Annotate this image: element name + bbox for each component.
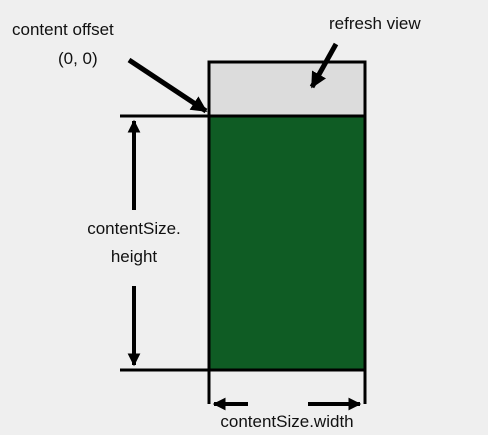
content-width-label: contentSize.width — [220, 412, 354, 431]
content-offset-label: content offset — [12, 20, 114, 39]
refresh-view-label: refresh view — [329, 14, 421, 33]
refresh-view-arrow — [309, 42, 339, 89]
content-height-label-line1: contentSize. — [87, 219, 181, 238]
origin-label: (0, 0) — [58, 49, 98, 68]
content-offset-arrow — [127, 57, 208, 114]
refresh-view-box — [207, 60, 367, 118]
content-area-box — [207, 114, 367, 372]
content-height-label-line2: height — [110, 247, 158, 266]
